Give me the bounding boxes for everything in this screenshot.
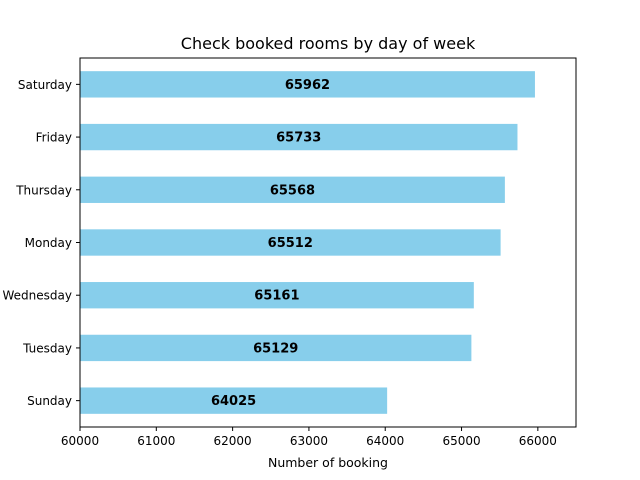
y-tick-label: Thursday <box>15 183 72 197</box>
data-label-friday: 65733 <box>276 131 321 146</box>
bar-monday <box>80 229 501 256</box>
x-axis-label: Number of booking <box>268 455 388 470</box>
x-tick-label: 62000 <box>214 434 252 448</box>
x-tick-label: 60000 <box>61 434 99 448</box>
bar-friday <box>80 123 518 151</box>
bar-saturday <box>80 71 535 98</box>
y-tick-label: Sunday <box>27 394 72 408</box>
data-label-monday: 65512 <box>268 236 313 251</box>
bar-sunday <box>80 387 388 414</box>
data-labels-group: 64025 65129 65161 65512 65568 65733 65962 <box>211 78 330 409</box>
bar-wednesday <box>80 282 474 309</box>
bar-tuesday <box>80 334 472 362</box>
y-tick-label: Friday <box>36 131 72 145</box>
x-tick-label: 65000 <box>442 434 480 448</box>
data-label-saturday: 65962 <box>285 78 330 93</box>
x-tick-label: 63000 <box>290 434 328 448</box>
y-tick-label: Wednesday <box>3 289 72 303</box>
y-tick-label: Tuesday <box>22 341 72 355</box>
x-tick-label: 64000 <box>366 434 404 448</box>
data-label-wednesday: 65161 <box>254 289 299 304</box>
y-axis: Sunday Tuesday Wednesday Monday Thursday Frid… <box>3 78 80 408</box>
data-label-tuesday: 65129 <box>253 341 298 356</box>
bar-thursday <box>80 176 505 203</box>
x-tick-label: 61000 <box>137 434 175 448</box>
x-axis: 60000 61000 62000 63000 64000 65000 66000 <box>61 427 557 448</box>
data-label-thursday: 65568 <box>270 183 315 198</box>
x-tick-label: 66000 <box>519 434 557 448</box>
chart-title: Check booked rooms by day of week <box>181 34 476 53</box>
y-tick-label: Monday <box>25 236 72 250</box>
data-label-sunday: 64025 <box>211 394 256 409</box>
bars-group <box>80 71 535 414</box>
y-tick-label: Saturday <box>18 78 72 92</box>
